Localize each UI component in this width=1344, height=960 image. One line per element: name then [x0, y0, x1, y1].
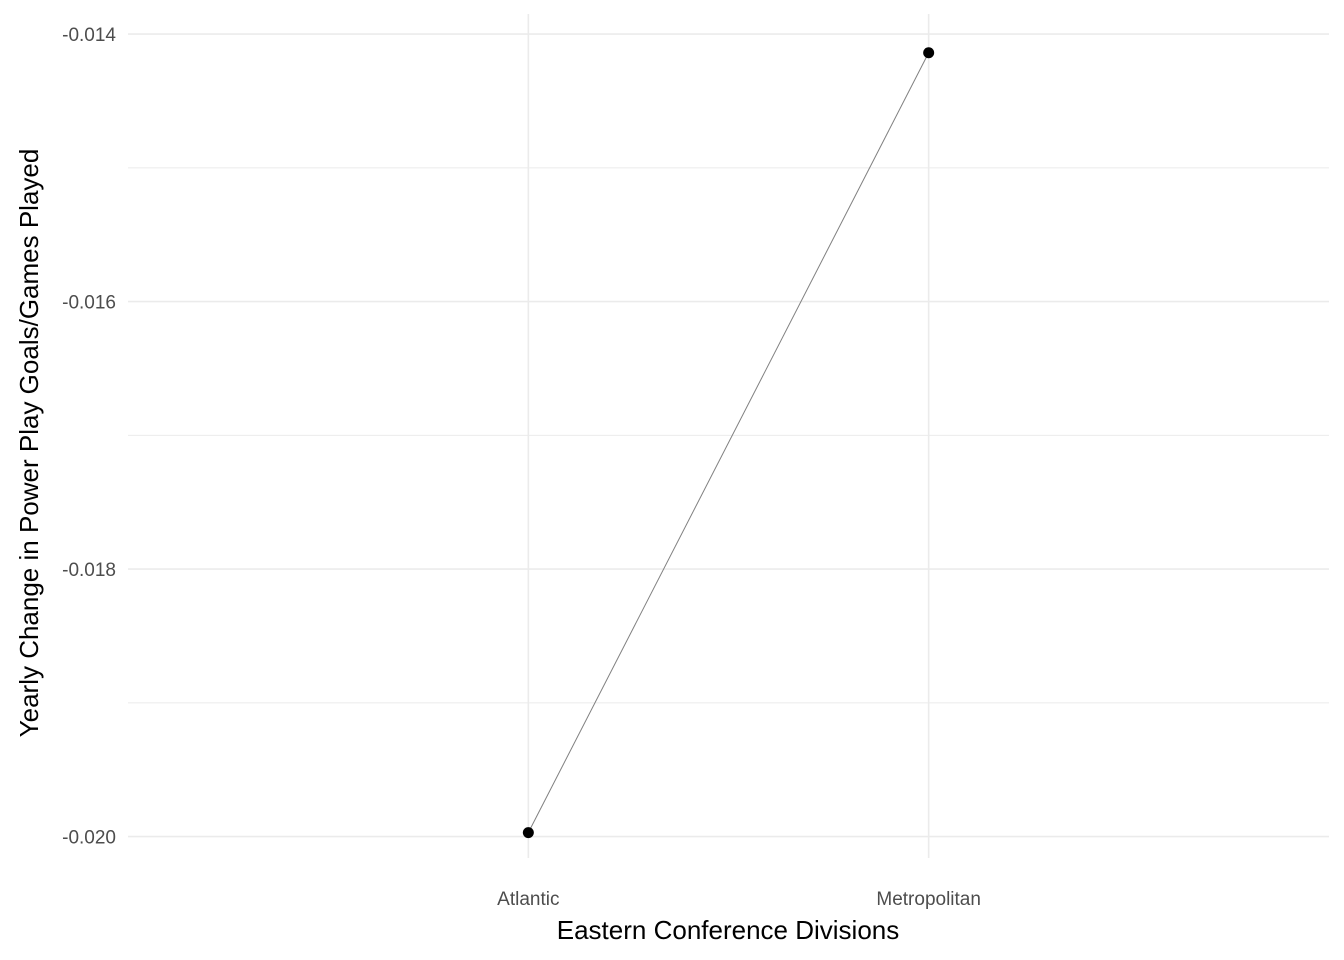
x-axis-title: Eastern Conference Divisions [557, 915, 900, 945]
series-line [527, 52, 930, 833]
y-axis-ticks: -0.014 -0.016 -0.018 -0.020 [62, 25, 116, 849]
grid [128, 14, 1329, 858]
x-tick-label: Atlantic [497, 889, 559, 910]
y-tick-label: -0.020 [62, 828, 116, 849]
y-tick-label: -0.016 [62, 293, 116, 314]
x-axis-ticks: Atlantic Metropolitan [497, 889, 981, 910]
x-tick-label: Metropolitan [876, 889, 981, 910]
data-point [522, 827, 534, 839]
y-tick-label: -0.018 [62, 560, 116, 581]
y-tick-label: -0.014 [62, 25, 116, 46]
series-layer [522, 47, 935, 839]
data-point [923, 47, 935, 59]
y-axis-title: Yearly Change in Power Play Goals/Games … [14, 149, 44, 738]
